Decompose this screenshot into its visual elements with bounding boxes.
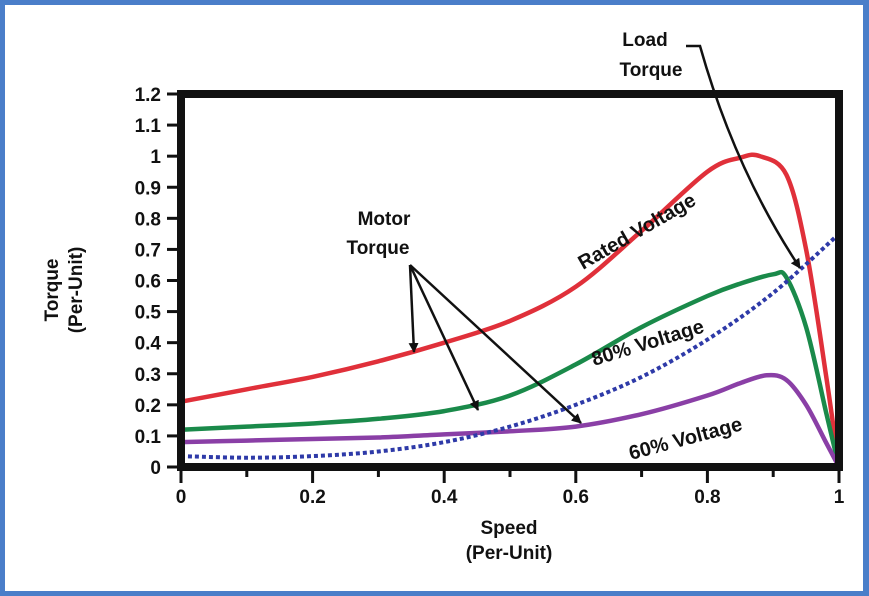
- series-layer: [178, 152, 842, 470]
- load-torque-label-line1: Load: [622, 30, 667, 51]
- x-tick-label: 0.6: [563, 487, 589, 508]
- plot-area-border: [177, 90, 843, 471]
- series-line-60-voltage: [178, 372, 842, 470]
- y-tick-label: 1.1: [135, 116, 162, 137]
- y-tick-label: 0.7: [135, 240, 161, 261]
- x-tick-label: 0: [176, 487, 187, 508]
- y-tick-label: 0.3: [135, 365, 161, 386]
- series-line-rated-voltage: [178, 152, 842, 470]
- series-line-80-voltage: [178, 269, 842, 470]
- y-tick-label: 0.9: [135, 178, 161, 199]
- y-tick-label: 0.4: [135, 334, 162, 355]
- rated-voltage-label: Rated Voltage: [575, 189, 700, 274]
- load-torque-label-line2: Torque: [620, 60, 683, 81]
- y-axis-title-line1: Torque: [42, 259, 63, 322]
- y-tick-label: 0.8: [135, 209, 161, 230]
- x-axis-ticks: 0 0.2 0.4 0.6 0.8 1: [176, 467, 845, 508]
- y-tick-label: 0.2: [135, 396, 161, 417]
- x-tick-label: 0.8: [694, 487, 720, 508]
- x-axis-title-line2: (Per-Unit): [466, 543, 553, 564]
- motor-torque-arrow-60: [409, 264, 582, 424]
- series-line-load-torque: [180, 232, 841, 460]
- motor-torque-label-line2: Torque: [347, 238, 410, 259]
- x-tick-label: 1: [834, 487, 845, 508]
- motor-torque-label-line1: Motor: [358, 209, 411, 230]
- y-tick-label: 0.6: [135, 272, 161, 293]
- y-axis-ticks: 0 0.1 0.2 0.3 0.4 0.5 0.6 0.7 0.8 0.9 1 1.1 1.2: [135, 85, 181, 479]
- x-tick-label: 0.4: [431, 487, 458, 508]
- motor-torque-arrow-rated: [408, 264, 419, 353]
- x-tick-label: 0.2: [299, 487, 325, 508]
- y-tick-label: 1.2: [135, 85, 161, 106]
- x-axis-title-line1: Speed: [480, 518, 537, 539]
- y-tick-label: 0.5: [135, 303, 162, 324]
- motor-torque-arrow-80: [408, 264, 480, 411]
- y-axis-title-line2: (Per-Unit): [66, 247, 87, 334]
- load-torque-arrow: [686, 44, 802, 269]
- voltage-60-label: 60% Voltage: [627, 413, 745, 464]
- y-tick-label: 1: [150, 147, 161, 168]
- y-tick-label: 0.1: [135, 427, 162, 448]
- y-tick-label: 0: [150, 458, 161, 479]
